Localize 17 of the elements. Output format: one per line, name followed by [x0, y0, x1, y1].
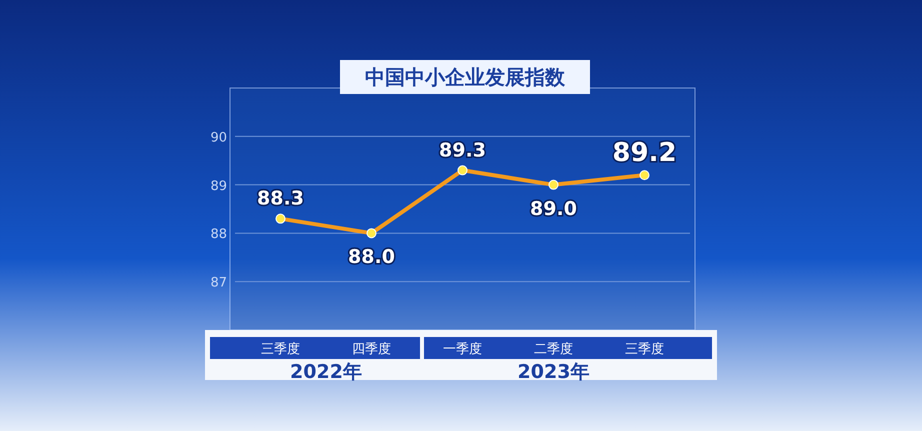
data-label: 89.0 [530, 198, 577, 220]
x-tick-label: 一季度 [443, 341, 482, 357]
x-tick-label: 二季度 [534, 341, 573, 357]
y-tick-label: 90 [210, 130, 227, 146]
text: 2023年 [518, 361, 590, 383]
data-label: 89.3 [439, 139, 486, 162]
y-tick-label: 87 [210, 276, 227, 291]
data-label: 89.2 [612, 138, 677, 168]
data-label: 88.3 [257, 188, 304, 210]
y-tick-label: 89 [210, 178, 227, 194]
data-label: 88.0 [348, 246, 395, 268]
y-tick-label: 88 [210, 227, 227, 242]
x-tick-label: 三季度 [261, 341, 300, 357]
x-tick-label: 三季度 [625, 341, 664, 357]
chart-title: 中国中小企业发展指数 [365, 65, 566, 89]
x-tick-label: 四季度 [352, 341, 391, 357]
text: 2022年 [290, 361, 362, 383]
